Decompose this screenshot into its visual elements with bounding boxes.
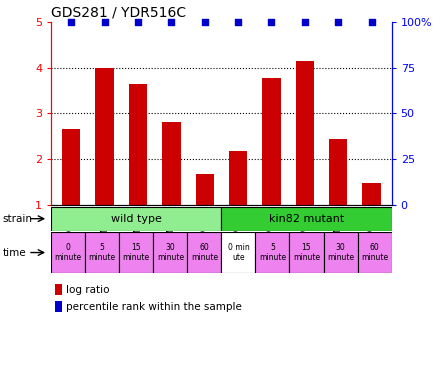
Bar (195, 174, 214, 205)
Bar (222, 207, 392, 231)
Text: 30
minute: 30 minute (327, 243, 354, 262)
Point (168, 19, 175, 25)
Text: 0
minute: 0 minute (55, 243, 82, 262)
Bar (62, 130, 81, 205)
Bar (295, 61, 314, 205)
Bar (51, 232, 85, 273)
Bar (162, 122, 181, 205)
Text: 60
minute: 60 minute (191, 243, 218, 262)
Bar (255, 232, 290, 273)
Bar (290, 232, 324, 273)
Text: percentile rank within the sample: percentile rank within the sample (66, 302, 243, 312)
Point (101, 19, 108, 25)
Bar (362, 183, 381, 205)
Text: log ratio: log ratio (66, 285, 110, 295)
Point (235, 19, 242, 25)
Text: GDS281 / YDR516C: GDS281 / YDR516C (51, 5, 186, 19)
Bar (222, 232, 255, 273)
Point (301, 19, 308, 25)
Text: 30
minute: 30 minute (157, 243, 184, 262)
Bar (95, 68, 114, 205)
Point (68, 19, 75, 25)
Bar (119, 232, 153, 273)
Bar (324, 232, 358, 273)
Text: time: time (2, 247, 26, 258)
Bar (129, 84, 147, 205)
Bar (329, 139, 348, 205)
Point (335, 19, 342, 25)
Bar (153, 232, 187, 273)
Point (201, 19, 208, 25)
Text: 15
minute: 15 minute (293, 243, 320, 262)
Bar (262, 78, 281, 205)
Bar (85, 232, 119, 273)
Bar (187, 232, 222, 273)
Point (134, 19, 142, 25)
Bar (55, 301, 62, 312)
Text: strain: strain (2, 214, 32, 224)
Text: 5
minute: 5 minute (89, 243, 116, 262)
Bar (51, 207, 222, 231)
Text: kin82 mutant: kin82 mutant (269, 214, 344, 224)
Text: 15
minute: 15 minute (123, 243, 150, 262)
Text: 0 min
ute: 0 min ute (227, 243, 249, 262)
Text: 5
minute: 5 minute (259, 243, 286, 262)
Bar (358, 232, 392, 273)
Bar (55, 284, 62, 295)
Point (368, 19, 375, 25)
Text: 60
minute: 60 minute (361, 243, 388, 262)
Text: wild type: wild type (111, 214, 162, 224)
Point (268, 19, 275, 25)
Bar (229, 151, 247, 205)
